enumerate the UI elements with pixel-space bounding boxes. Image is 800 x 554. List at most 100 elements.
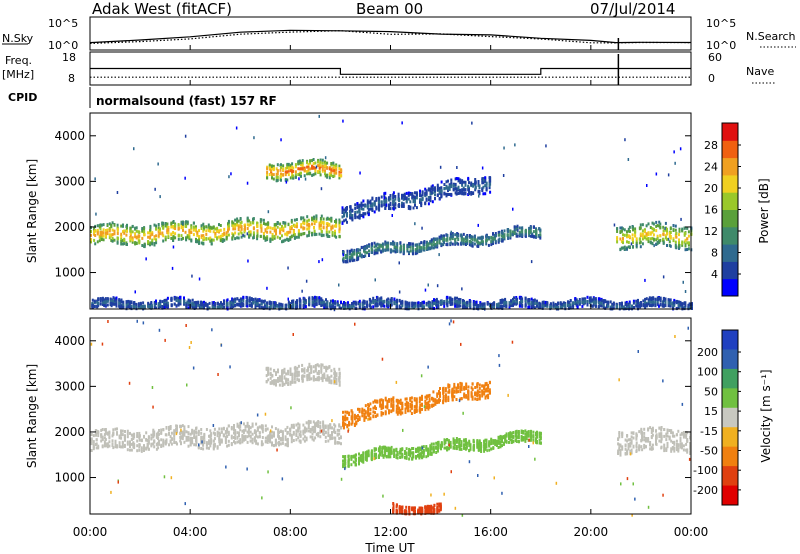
heatmap-cell [472, 303, 475, 306]
heatmap-cell [306, 227, 309, 231]
heatmap-cell [421, 304, 424, 308]
heatmap-cell [249, 221, 252, 225]
heatmap-cell [645, 297, 648, 301]
heatmap-cell [158, 227, 161, 231]
heatmap-cell [108, 222, 111, 226]
heatmap-cell [449, 296, 452, 300]
heatmap-speckle [667, 173, 670, 177]
heatmap-cell [126, 435, 129, 439]
heatmap-cell [191, 441, 194, 445]
heatmap-cell [304, 301, 307, 305]
heatmap-cell [303, 226, 306, 230]
heatmap-cell [243, 230, 246, 234]
heatmap-cell [498, 233, 501, 237]
heatmap-cell [137, 302, 140, 306]
heatmap-cell [185, 220, 188, 224]
heatmap-cell [656, 302, 659, 306]
heatmap-cell [632, 225, 634, 229]
heatmap-cell [432, 243, 435, 247]
heatmap-speckle [414, 222, 416, 226]
heatmap-cell [97, 444, 100, 448]
heatmap-cell [157, 226, 160, 230]
heatmap-cell [113, 223, 116, 227]
heatmap-cell [101, 297, 104, 301]
heatmap-cell [392, 201, 395, 205]
heatmap-cell [335, 171, 338, 175]
heatmap-cell [140, 439, 143, 443]
heatmap-cell [195, 436, 198, 440]
heatmap-cell [501, 231, 504, 235]
heatmap-cell [443, 300, 446, 304]
heatmap-cell [481, 240, 484, 244]
heatmap-cell [266, 176, 269, 180]
heatmap-cell [628, 230, 631, 233]
colorbar-swatch [722, 192, 738, 210]
nsky-tick-bottom: 10^0 [48, 39, 78, 52]
heatmap-speckle [320, 187, 323, 191]
heatmap-cell [335, 218, 338, 222]
heatmap-cell [371, 204, 374, 208]
heatmap-cell [176, 430, 178, 434]
heatmap-cell [149, 231, 151, 234]
heatmap-cell [105, 229, 107, 232]
heatmap-cell [647, 222, 650, 226]
heatmap-cell [364, 254, 367, 258]
heatmap-cell [659, 222, 662, 226]
heatmap-cell [130, 304, 133, 308]
heatmap-cell [356, 204, 359, 208]
heatmap-cell [623, 228, 626, 232]
heatmap-cell [246, 219, 249, 223]
heatmap-cell [298, 173, 301, 177]
heatmap-cell [252, 298, 255, 301]
heatmap-cell [539, 236, 542, 240]
heatmap-cell [323, 303, 326, 307]
heatmap-cell [356, 210, 359, 214]
heatmap-cell [306, 165, 309, 169]
heatmap-cell [195, 301, 198, 305]
nave-label: Nave [746, 65, 774, 78]
heatmap-cell [641, 235, 644, 239]
heatmap-cell [366, 300, 369, 304]
heatmap-cell [179, 439, 182, 443]
heatmap-cell [304, 305, 307, 309]
heatmap-cell [330, 225, 333, 229]
heatmap-cell [259, 220, 262, 224]
heatmap-cell [485, 238, 488, 242]
heatmap-cell [489, 176, 492, 180]
heatmap-cell [652, 303, 655, 307]
heatmap-cell [120, 235, 123, 238]
heatmap-cell [385, 243, 388, 246]
heatmap-cell [193, 436, 196, 439]
heatmap-cell [399, 246, 402, 249]
heatmap-cell [220, 427, 223, 431]
heatmap-cell [469, 306, 472, 310]
heatmap-cell [656, 300, 659, 304]
heatmap-cell [427, 303, 430, 307]
heatmap-cell [278, 305, 281, 309]
heatmap-cell [509, 236, 512, 240]
heatmap-cell [387, 303, 390, 307]
heatmap-cell [446, 304, 449, 308]
heatmap-cell [121, 429, 124, 433]
heatmap-cell [691, 307, 693, 310]
heatmap-cell [659, 302, 662, 306]
heatmap-cell [92, 443, 95, 447]
heatmap-cell [221, 240, 224, 243]
heatmap-cell [126, 229, 128, 233]
heatmap-cell [674, 243, 677, 247]
heatmap-cell [294, 173, 297, 177]
heatmap-cell [266, 301, 269, 305]
heatmap-cell [197, 300, 200, 304]
heatmap-cell [639, 234, 642, 238]
heatmap-speckle [246, 181, 249, 185]
heatmap-cell [366, 206, 369, 210]
heatmap-cell [669, 227, 672, 231]
heatmap-cell [623, 245, 626, 249]
heatmap-cell [262, 306, 265, 310]
heatmap-cell [224, 431, 227, 435]
heatmap-cell [280, 165, 282, 169]
heatmap-cell [193, 443, 196, 447]
heatmap-cell [275, 229, 277, 233]
heatmap-cell [524, 231, 527, 235]
heatmap-cell [538, 227, 541, 231]
